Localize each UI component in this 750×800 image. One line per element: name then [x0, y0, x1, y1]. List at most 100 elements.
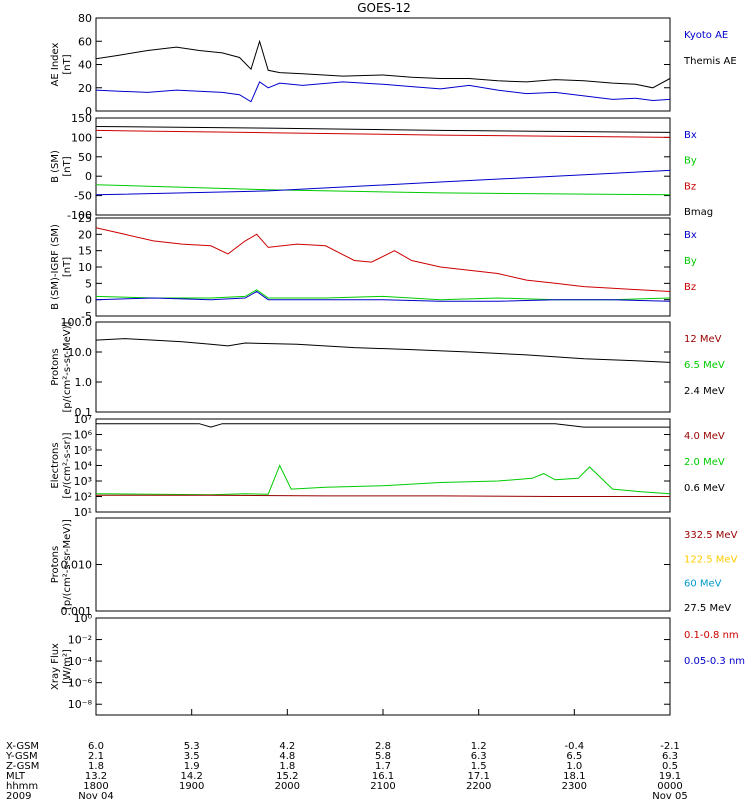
panel-electrons: 10¹ 10² 10³ 10⁴ 10⁵ 10⁶ 10⁷ Electrons [e/(cm²-s-…	[50, 413, 725, 519]
x-row-label: hhmm	[6, 781, 38, 792]
series-line	[95, 126, 671, 133]
panel-frame	[95, 418, 671, 513]
panel-protons: 0.1 1.0 10.0 100.0 Protons [p/(cm²-s-sr-MeV)]…	[50, 316, 725, 419]
legend-entry: Bz	[684, 282, 696, 293]
y-tick-label: 0	[85, 294, 92, 307]
x-axis-table: X-GSMY-GSMZ-GSMMLThhmm20096.02.11.813.21…	[5, 709, 688, 800]
series-line	[95, 39, 671, 89]
x-tick-label: 1.7	[375, 761, 391, 772]
legend-entry: Themis AE	[683, 56, 737, 67]
x-tick-label: 1.9	[184, 761, 200, 772]
x-tick-label: 1.8	[279, 761, 295, 772]
y-tick-label: 150	[71, 112, 92, 125]
x-tick-label: 5.3	[184, 741, 200, 752]
y-tick-label: -50	[74, 190, 92, 203]
legend-entry: By	[684, 156, 697, 167]
x-tick-label: -0.4	[565, 741, 585, 752]
panel-frame	[95, 17, 671, 112]
y-tick-label: 20	[78, 228, 92, 241]
x-tick-label: 5.8	[375, 751, 391, 762]
legend-entry: Bz	[684, 181, 696, 192]
x-tick-label: 1.8	[88, 761, 104, 772]
x-row-label: Y-GSM	[5, 751, 38, 762]
x-tick-label: 2.8	[375, 741, 391, 752]
x-tick-label: 1.5	[471, 761, 487, 772]
panel-frame	[95, 321, 671, 413]
y-tick-label: 100	[71, 131, 92, 144]
x-tick-label: 17.1	[468, 771, 490, 782]
series-line	[95, 289, 671, 301]
series-line	[95, 169, 671, 196]
x-tick-label: 0.5	[662, 761, 678, 772]
y-axis-label: Electrons	[50, 442, 61, 488]
y-axis-label: B (SM)	[50, 150, 61, 183]
y-tick-label: 10⁵	[74, 444, 92, 457]
x-tick-label: 13.2	[85, 771, 107, 782]
y-tick-label: 80	[78, 12, 92, 25]
y-axis-label: AE Index	[50, 42, 61, 86]
y-tick-label: 10²	[74, 491, 92, 504]
panel-xray: 10⁰ 10⁻² 10⁻⁴ 10⁻⁶ 10⁻⁸ Xray Flux [W/m²] 0.1-0.…	[50, 612, 745, 716]
y-tick-label: 1.0	[75, 376, 93, 389]
y-tick-label: 10⁻²	[68, 634, 92, 647]
y-tick-label: 0	[85, 105, 92, 118]
y-tick-label: -100	[67, 209, 92, 222]
legend-entry: 0.6 MeV	[684, 483, 725, 494]
y-tick-label: 10⁷	[74, 413, 92, 426]
x-tick-label: 2.1	[88, 751, 104, 762]
y-tick-label: 15	[78, 245, 92, 258]
legend-entry: Kyoto AE	[684, 30, 728, 41]
x-tick-label: -2.1	[660, 741, 680, 752]
x-tick-label: 0000	[657, 781, 682, 792]
series-line	[95, 464, 671, 496]
x-tick-label: 6.0	[88, 741, 104, 752]
y-tick-label: 5	[85, 277, 92, 290]
y-tick-label: 10⁰	[74, 612, 93, 625]
x-tick-label: 1800	[83, 781, 108, 792]
chart-title: GOES-12	[357, 1, 411, 15]
series-line	[95, 290, 671, 302]
series-line	[95, 129, 671, 138]
panel-frame	[95, 617, 671, 716]
series-line	[95, 81, 671, 103]
y-tick-label: 10⁻⁴	[68, 655, 93, 668]
x-tick-label: 1.2	[471, 741, 487, 752]
y-tick-label: -5	[81, 310, 92, 323]
y-tick-label: 10¹	[74, 506, 92, 519]
series-line	[96, 423, 670, 428]
x-tick-label: 1.0	[566, 761, 582, 772]
y-axis-label: [nT]	[62, 257, 73, 277]
y-tick-label: 0	[85, 170, 92, 183]
x-row-label: X-GSM	[6, 741, 39, 752]
y-tick-label: 10³	[74, 475, 92, 488]
y-tick-label: 10⁻⁸	[68, 698, 93, 711]
x-tick-label: 16.1	[372, 771, 394, 782]
legend-entry: 60 MeV	[684, 579, 722, 590]
y-tick-label: 10	[78, 261, 92, 274]
panel-ae: 0 20 40 60 80 AE Index [nT] Kyoto AE Themis AE	[50, 12, 737, 118]
y-tick-label: 0.1	[75, 406, 93, 419]
y-tick-label: 25	[78, 212, 92, 225]
y-axis-label: [W/m²]	[62, 649, 73, 684]
legend-entry: 4.0 MeV	[684, 431, 725, 442]
x-tick-label: 6.3	[662, 751, 678, 762]
y-axis-label: [p/(cm²-s-sr-MeV)]	[62, 321, 73, 412]
x-tick-label: 14.2	[181, 771, 203, 782]
panel-frame	[95, 117, 671, 216]
y-axis-label: Protons	[50, 546, 61, 583]
y-tick-label: 10⁻⁶	[68, 677, 93, 690]
series-line	[96, 494, 670, 497]
series-line	[95, 184, 671, 196]
legend-entry: 2.4 MeV	[684, 386, 725, 397]
x-row-label: Z-GSM	[6, 761, 39, 772]
x-tick-label: 1900	[179, 781, 204, 792]
x-tick-label: Nov 05	[652, 791, 687, 800]
x-tick-label: 4.2	[279, 741, 295, 752]
y-tick-label: 0.001	[61, 605, 93, 618]
legend-entry: 122.5 MeV	[684, 554, 738, 565]
y-axis-label: Xray Flux	[50, 643, 61, 690]
x-tick-label: 3.5	[184, 751, 200, 762]
y-tick-label: 20	[78, 82, 92, 95]
legend-entry: Bx	[684, 230, 697, 241]
